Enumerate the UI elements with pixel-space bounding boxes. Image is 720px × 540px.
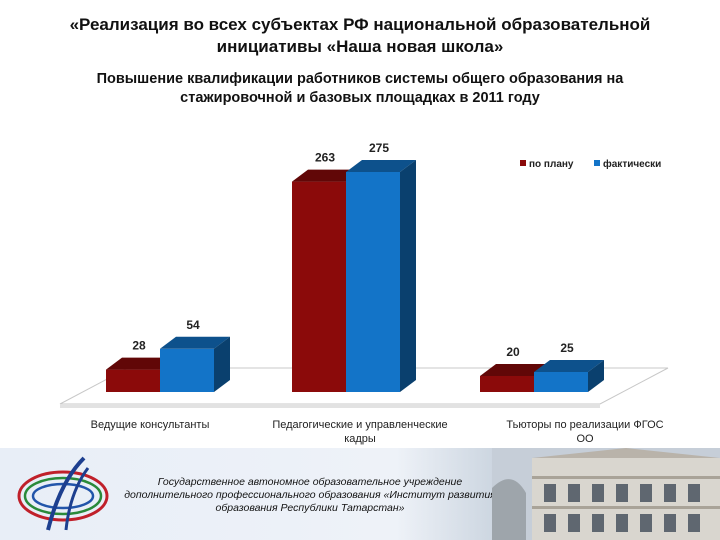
legend-swatch [520,160,526,166]
data-label: 25 [560,341,574,355]
bar-side [214,336,230,392]
bar-side [400,160,416,392]
bar [346,172,400,392]
data-label: 20 [506,345,520,359]
institute-name: Государственное автономное образовательн… [124,476,496,514]
legend-swatch [594,160,600,166]
data-labels-group: 28 54 263 275 20 25 [132,141,574,359]
data-label: 263 [315,151,335,165]
floor-edge [60,404,600,408]
bar [292,181,346,392]
category-label: Ведущие консультанты [90,419,210,431]
legend-label: по плану [529,159,574,170]
bar-top [480,364,550,376]
bar-top [160,336,230,349]
bar [480,376,534,392]
bar [106,369,160,392]
bar-top [346,160,416,172]
slide-title: «Реализация во всех субъектах РФ национа… [69,15,651,56]
legend-label: фактически [603,158,661,170]
bar-top [534,360,604,372]
bars-group [106,160,604,392]
bar-chart: 28 54 263 275 20 25 по плану фактически [59,141,669,408]
data-label: 54 [186,318,200,332]
chart-subtitle: Повышение квалификации работников систем… [96,71,624,106]
bar [534,372,588,392]
building-photo [492,448,720,540]
institute-logo [17,456,109,531]
bar [160,348,214,392]
legend: по плану фактически [520,158,661,170]
category-label: Педагогические и управленческие кадры [272,419,448,445]
footer-banner: Государственное автономное образовательн… [0,448,720,540]
data-label: 275 [369,141,389,155]
bar-top [106,357,176,370]
data-label: 28 [132,339,146,353]
bar-side [588,360,604,392]
bar-top [292,169,362,182]
category-label: Тьюторы по реализации ФГОС ОО [506,419,664,445]
